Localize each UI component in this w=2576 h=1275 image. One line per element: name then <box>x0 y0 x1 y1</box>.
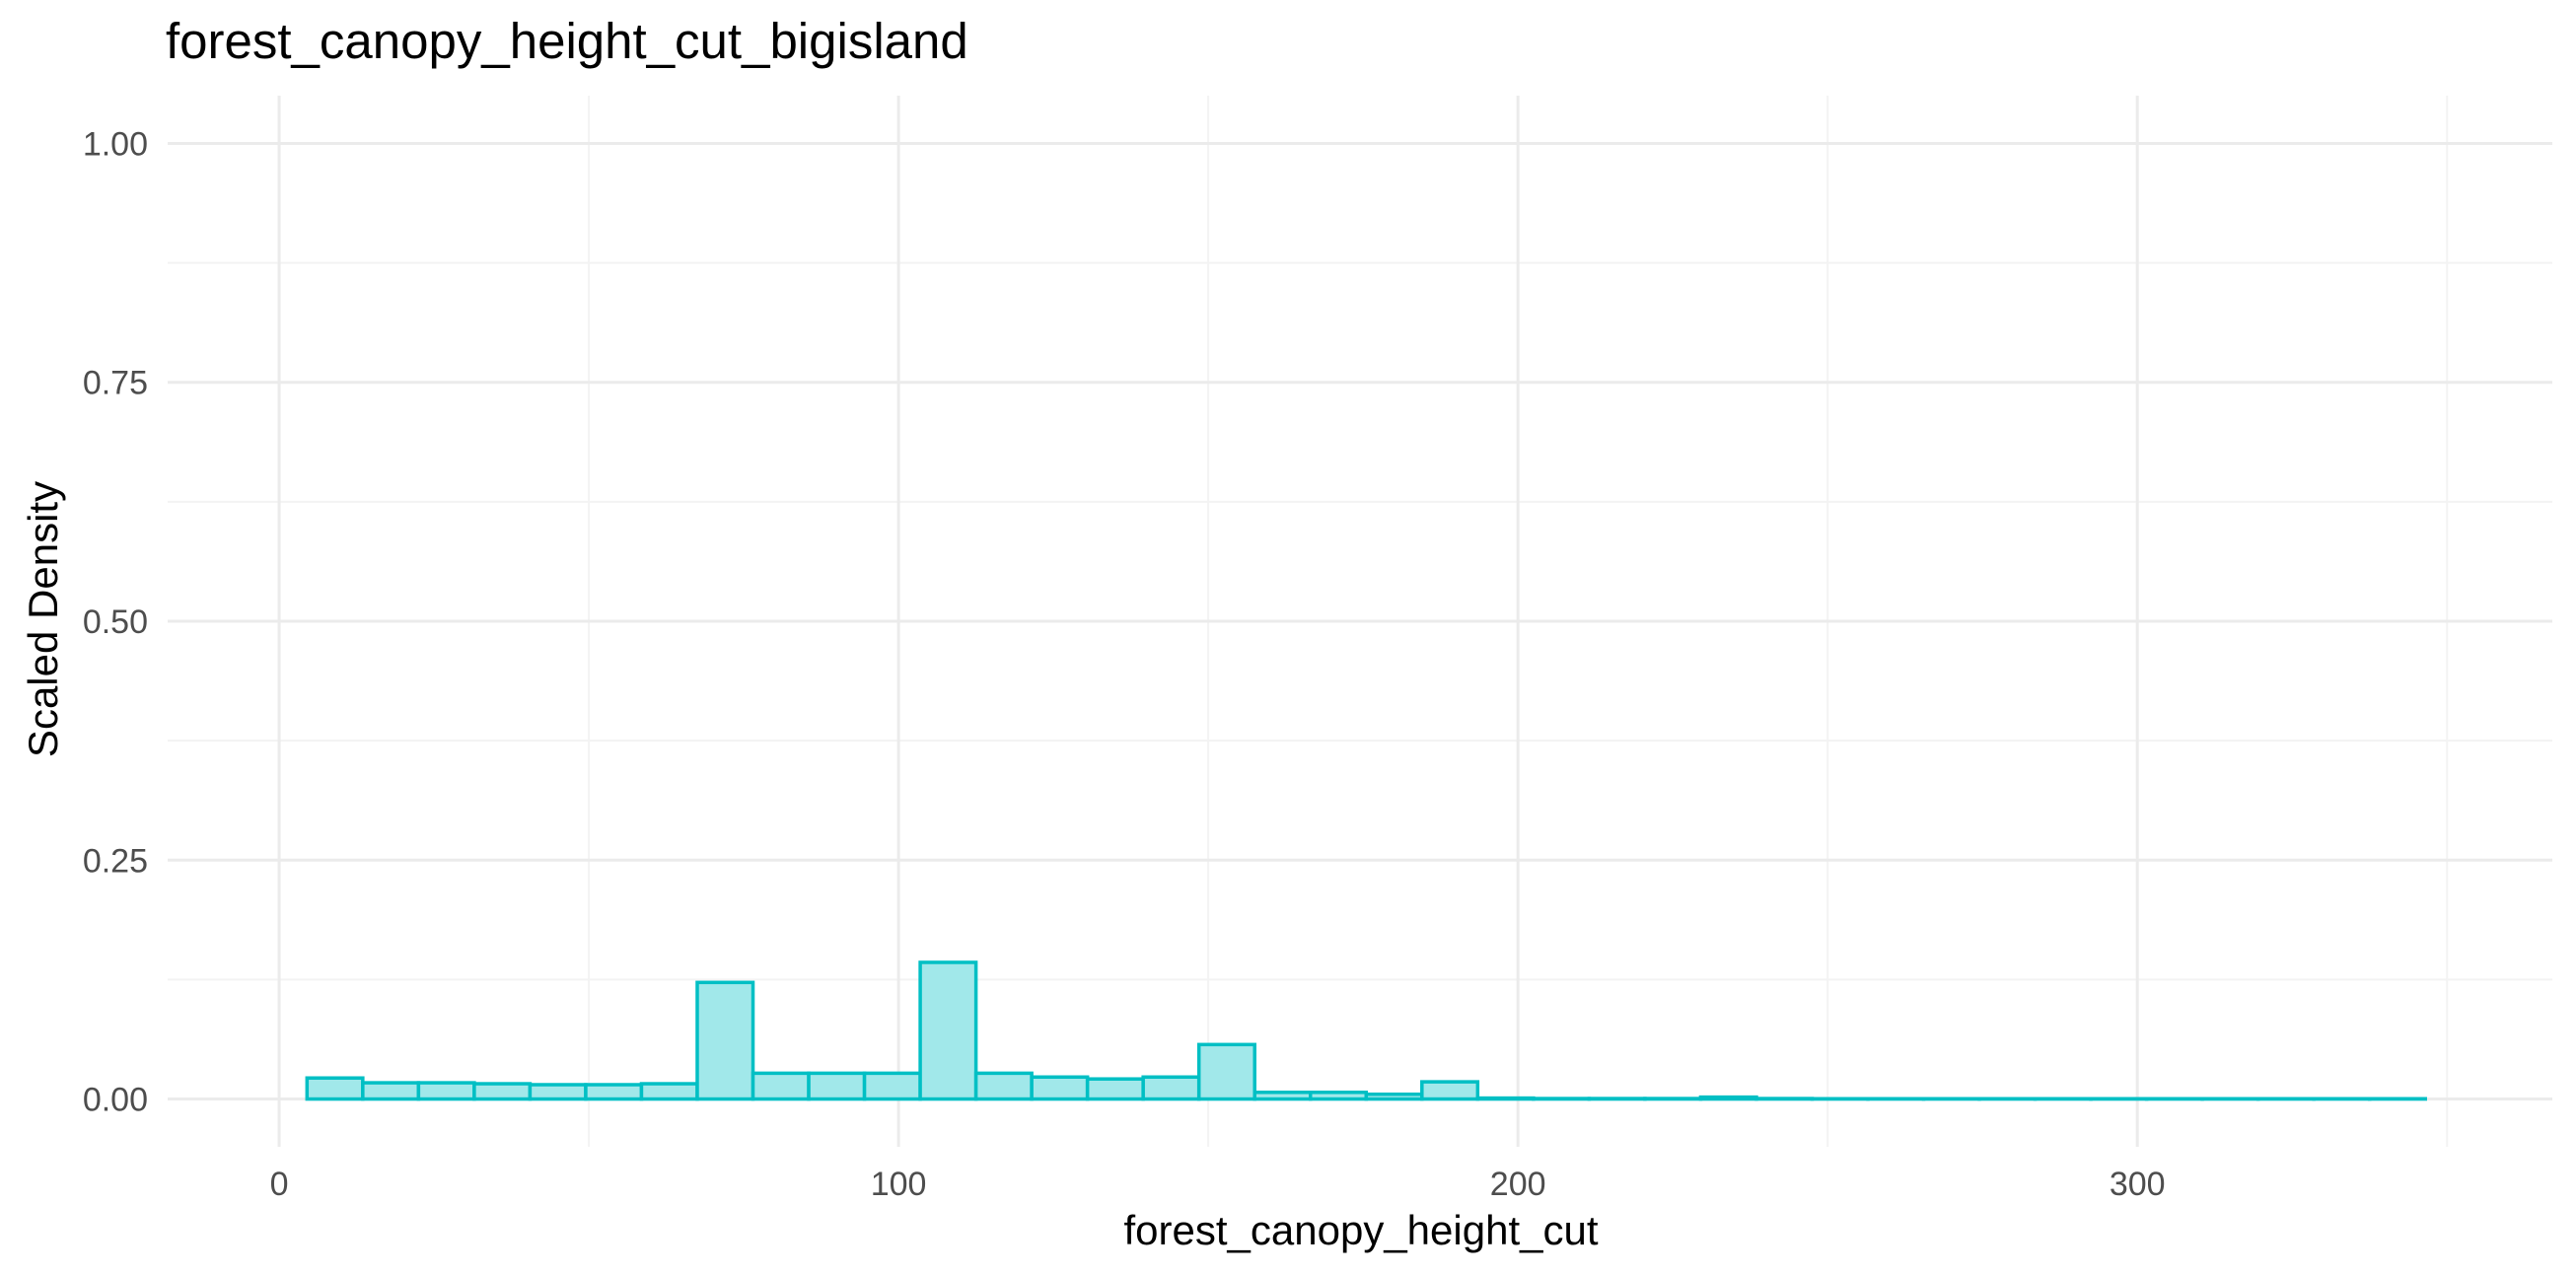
y-tick-label: 0.75 <box>83 365 148 402</box>
x-tick-label: 200 <box>1490 1166 1546 1203</box>
histogram-bar <box>1475 1096 1536 1101</box>
histogram-bar <box>1030 1075 1090 1101</box>
y-tick-label: 0.25 <box>83 842 148 880</box>
histogram-bar <box>1309 1091 1369 1101</box>
histogram-bar <box>695 980 755 1101</box>
x-tick-label: 100 <box>871 1166 927 1203</box>
histogram-bar <box>639 1082 699 1101</box>
histogram-bar <box>472 1082 533 1101</box>
histogram-bar <box>584 1083 644 1101</box>
x-tick-label: 300 <box>2110 1166 2166 1203</box>
x-axis-title: forest_canopy_height_cut <box>1123 1207 1598 1253</box>
histogram-bar <box>1196 1042 1256 1101</box>
histogram-bar <box>807 1071 867 1101</box>
histogram-bar <box>1085 1077 1145 1101</box>
histogram-bars <box>305 960 2427 1101</box>
histogram-bar <box>305 1076 365 1101</box>
x-axis-ticks: 0 100 200 300 <box>270 1166 2166 1203</box>
histogram-bar <box>1141 1075 1201 1101</box>
histogram-bar <box>918 960 978 1101</box>
histogram-bar <box>751 1071 811 1101</box>
histogram-bar <box>416 1081 476 1101</box>
y-tick-label: 0.50 <box>83 603 148 641</box>
y-axis-ticks: 0.00 0.25 0.50 0.75 1.00 <box>83 125 148 1118</box>
histogram-bar <box>361 1081 421 1101</box>
histogram-bar <box>1364 1092 1424 1101</box>
x-tick-label: 0 <box>270 1166 289 1203</box>
chart-title: forest_canopy_height_cut_bigisland <box>166 13 968 69</box>
histogram-bar <box>1420 1080 1480 1101</box>
histogram-bar <box>973 1071 1034 1101</box>
major-gridlines <box>168 96 2552 1147</box>
histogram-bar <box>1698 1095 1758 1101</box>
histogram-bar <box>862 1071 922 1101</box>
histogram-bar <box>528 1083 588 1101</box>
y-axis-title: Scaled Density <box>20 481 66 757</box>
histogram-bar <box>1252 1091 1313 1101</box>
y-tick-label: 0.00 <box>83 1082 148 1119</box>
y-tick-label: 1.00 <box>83 125 148 163</box>
